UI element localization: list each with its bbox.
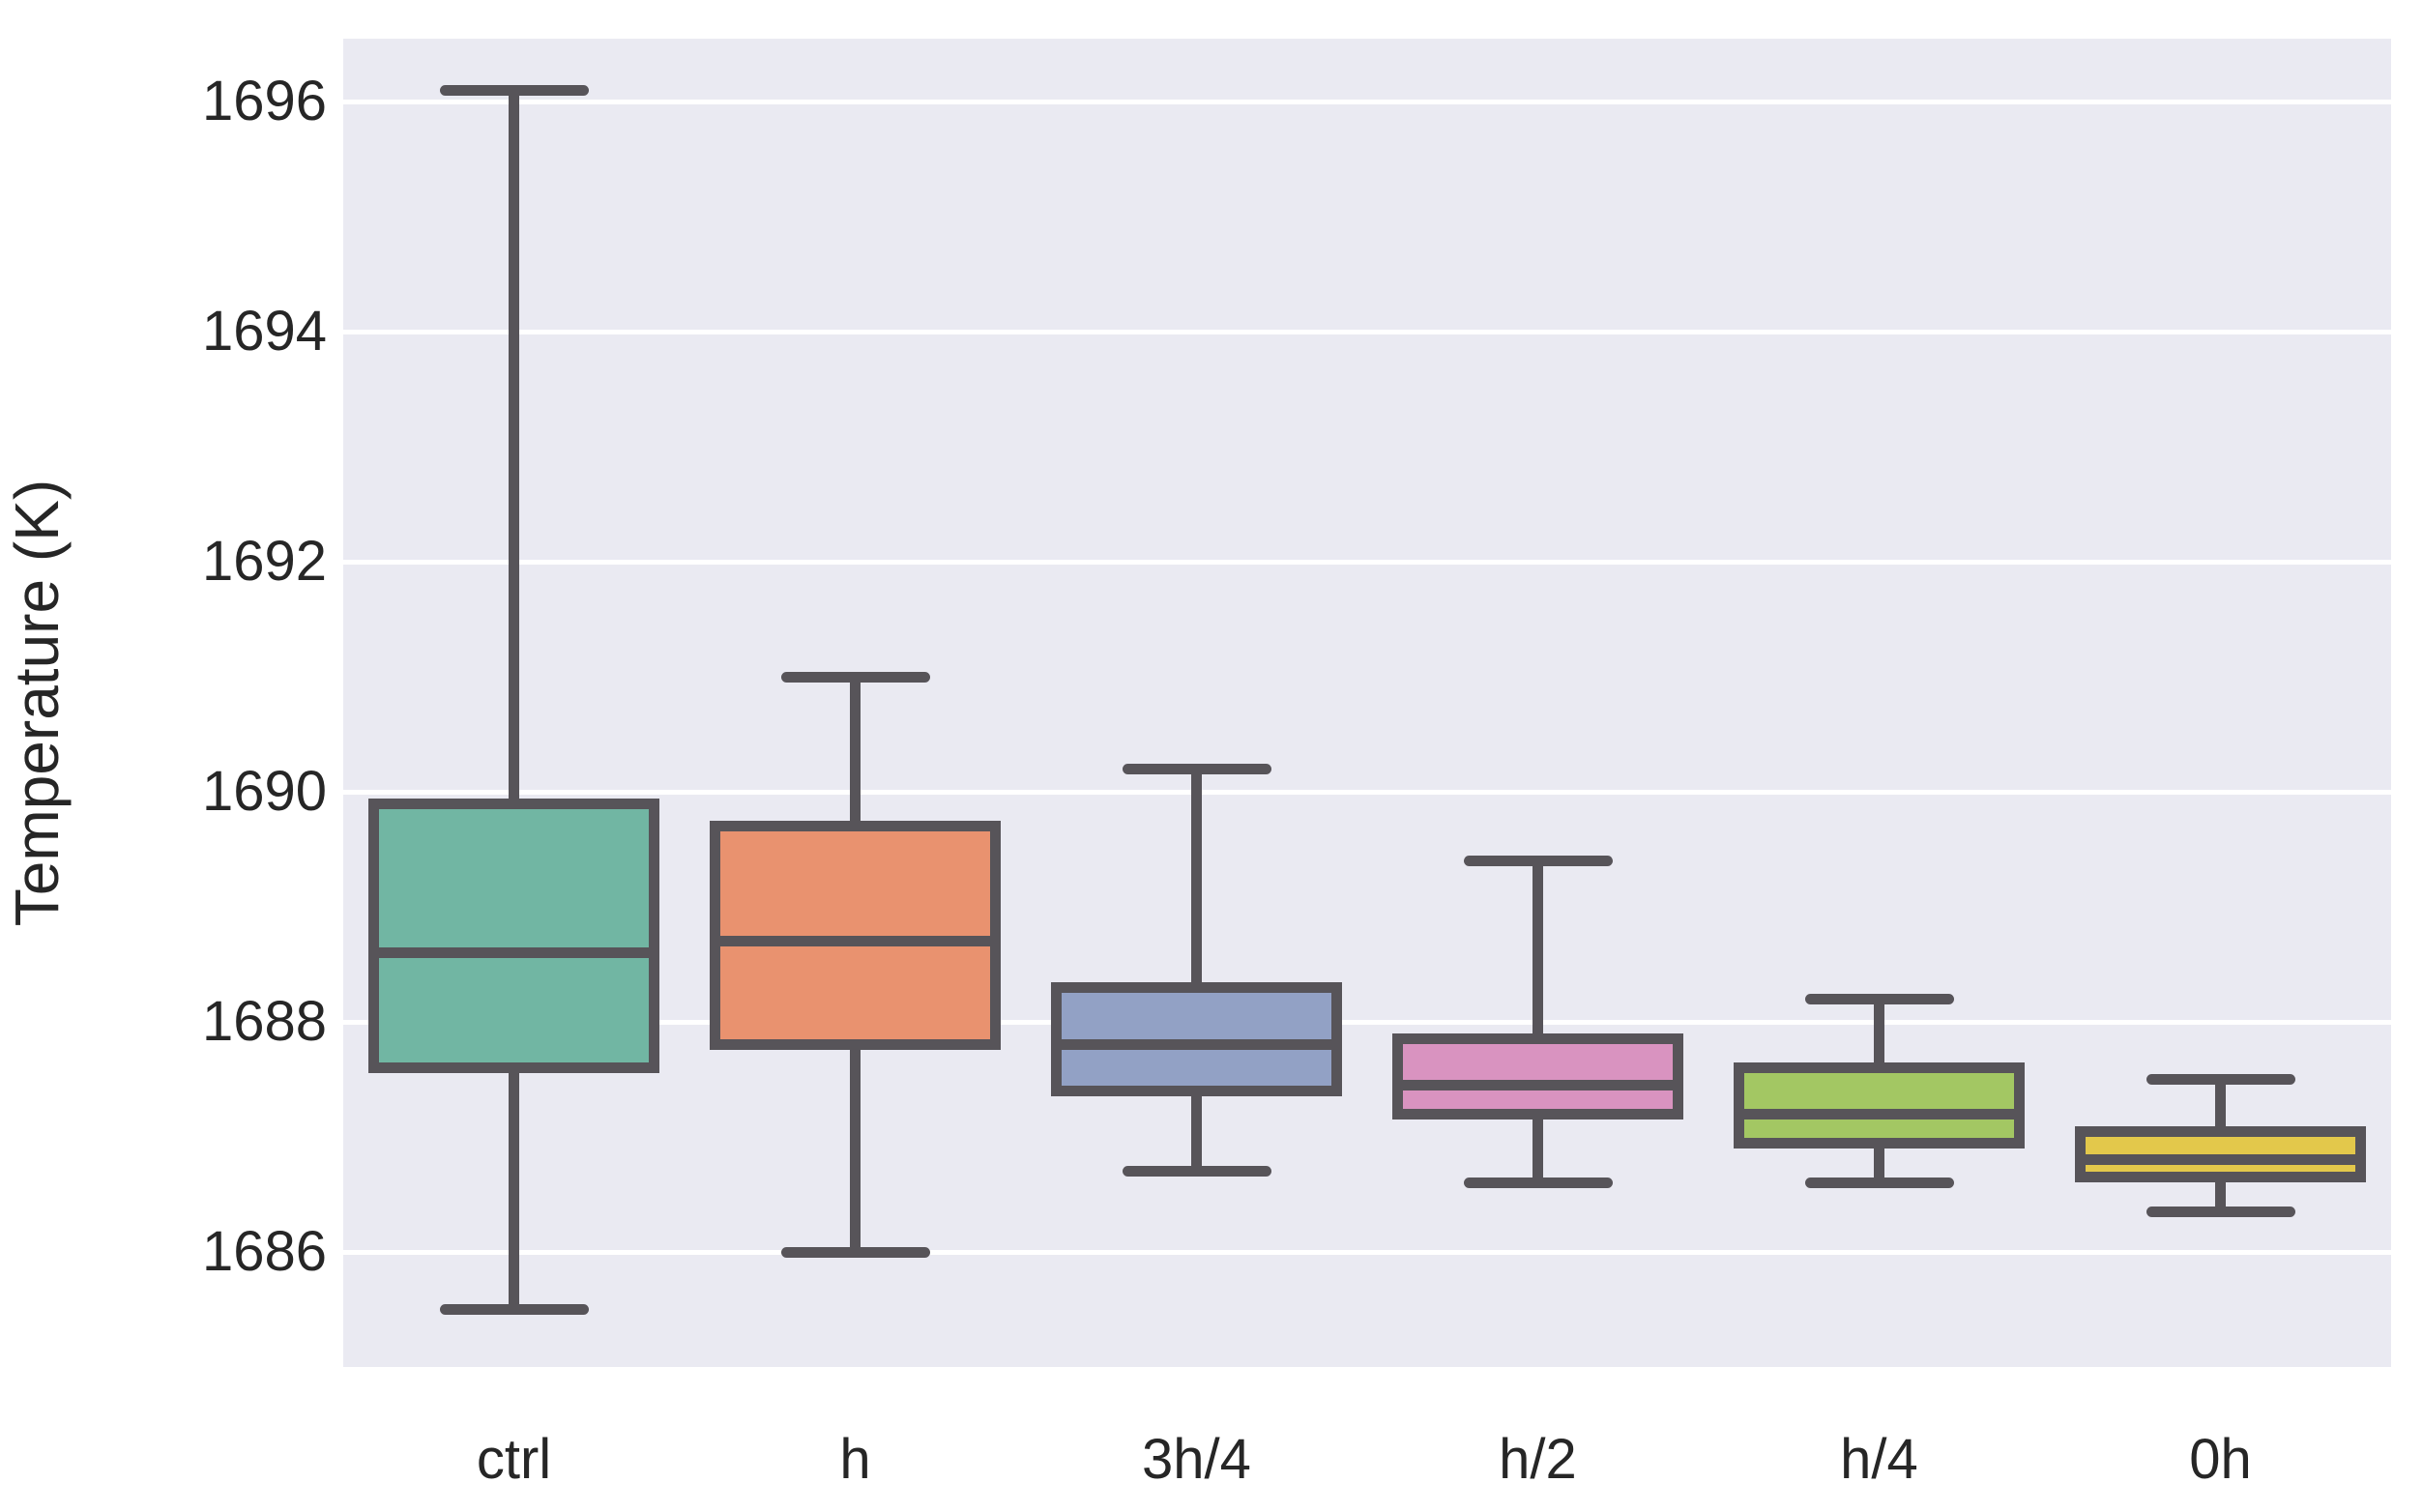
y-tick-label-1686: 1686 [201,1220,327,1284]
gridline-1692 [343,559,2391,565]
lower-whisker-line [1533,1114,1543,1183]
upper-whisker-line [850,677,861,827]
lower-whisker-cap [1463,1178,1613,1189]
x-tick-label-h/2: h/2 [1499,1428,1577,1491]
upper-whisker-cap [2146,1074,2295,1086]
x-tick-label-h/4: h/4 [1840,1428,1918,1491]
upper-whisker-line [1533,860,1543,1039]
lower-whisker-cap [2146,1206,2295,1217]
upper-whisker-cap [439,85,589,97]
lower-whisker-line [1191,1090,1202,1172]
iqr-box [368,798,659,1074]
plot-area [343,39,2391,1367]
median-line [1397,1080,1679,1091]
x-tick-label-3h/4: 3h/4 [1142,1428,1251,1491]
y-tick-label-1696: 1696 [201,70,327,133]
upper-whisker-line [1874,999,1884,1068]
lower-whisker-cap [780,1246,930,1258]
upper-whisker-cap [1463,856,1613,867]
lower-whisker-line [1874,1143,1884,1183]
gridline-1696 [343,99,2391,104]
iqr-box [710,821,1001,1051]
y-tick-label-1694: 1694 [201,300,327,363]
median-line [2080,1154,2361,1166]
x-tick-label-ctrl: ctrl [476,1428,552,1491]
lower-whisker-line [509,1067,519,1310]
y-tick-label-1690: 1690 [201,760,327,824]
upper-whisker-line [1191,769,1202,988]
gridline-1686 [343,1249,2391,1255]
iqr-box [1051,981,1342,1096]
median-line [1056,1039,1337,1051]
lower-whisker-cap [439,1304,589,1316]
gridline-1694 [343,329,2391,334]
lower-whisker-line [2215,1177,2226,1212]
lower-whisker-cap [1804,1178,1954,1189]
upper-whisker-cap [780,671,930,683]
median-line [1738,1108,2020,1119]
iqr-box [1734,1062,2025,1149]
iqr-box [2075,1125,2366,1183]
upper-whisker-line [509,90,519,804]
y-tick-label-1692: 1692 [201,530,327,594]
upper-whisker-cap [1122,763,1271,774]
gridline-1690 [343,789,2391,795]
lower-whisker-cap [1122,1166,1271,1178]
x-tick-label-0h: 0h [2189,1428,2252,1491]
median-line [715,936,996,947]
x-tick-label-h: h [839,1428,871,1491]
iqr-box [1392,1033,1683,1119]
gridline-1688 [343,1019,2391,1025]
upper-whisker-cap [1804,993,1954,1004]
lower-whisker-line [850,1044,861,1253]
median-line [373,947,655,959]
y-tick-label-1688: 1688 [201,990,327,1054]
upper-whisker-line [2215,1079,2226,1132]
